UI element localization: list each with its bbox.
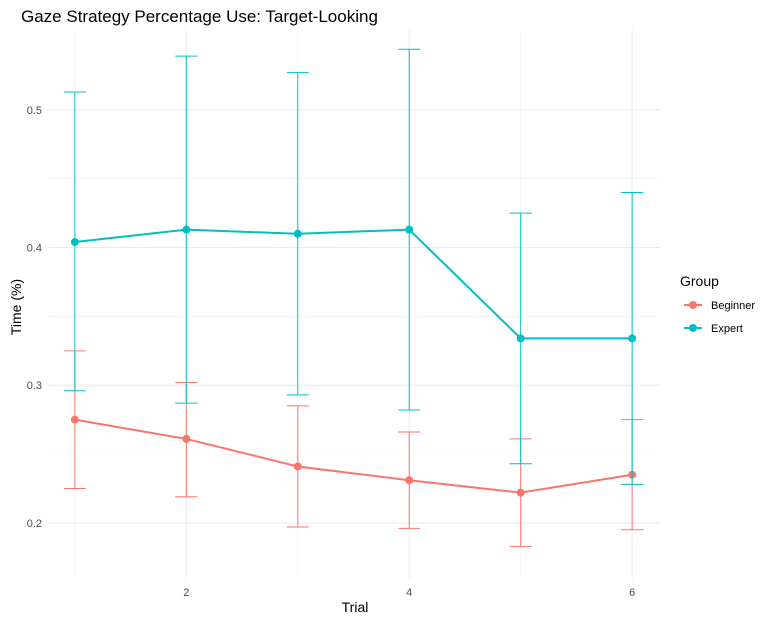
legend-key-point-expert <box>689 324 697 332</box>
x-axis-title: Trial <box>342 599 369 615</box>
y-axis-title: Time (%) <box>8 279 24 335</box>
x-tick-labels: 2 4 6 <box>183 587 635 599</box>
legend-label-expert: Expert <box>711 323 743 335</box>
y-tick-labels: 0.2 0.3 0.4 0.5 <box>27 105 42 530</box>
series-expert <box>63 48 644 485</box>
x-tick-label: 4 <box>406 587 412 599</box>
legend: Group Beginner Expert <box>680 273 755 335</box>
expert-point <box>182 225 191 234</box>
expert-line <box>74 228 633 340</box>
expert-point <box>405 225 414 234</box>
x-tick-label: 2 <box>183 587 189 599</box>
chart-title: Gaze Strategy Percentage Use: Target-Loo… <box>21 7 378 26</box>
x-tick-label: 6 <box>629 587 635 599</box>
legend-label-beginner: Beginner <box>711 300 755 312</box>
grid <box>47 30 660 578</box>
beginner-point <box>405 476 414 485</box>
beginner-point <box>293 462 302 471</box>
expert-point <box>70 238 79 247</box>
beginner-point <box>516 488 525 497</box>
beginner-line <box>74 418 633 494</box>
beginner-point <box>182 434 191 443</box>
series-layer <box>63 48 644 547</box>
expert-point <box>628 334 637 343</box>
y-tick-label: 0.3 <box>27 380 42 392</box>
beginner-point <box>70 415 79 424</box>
y-tick-label: 0.2 <box>27 518 42 530</box>
y-tick-label: 0.4 <box>27 243 42 255</box>
y-tick-label: 0.5 <box>27 105 42 117</box>
legend-title: Group <box>680 273 719 289</box>
legend-key-point-beginner <box>689 301 697 309</box>
expert-point <box>516 334 525 343</box>
expert-point <box>293 229 302 238</box>
series-beginner <box>63 350 644 547</box>
